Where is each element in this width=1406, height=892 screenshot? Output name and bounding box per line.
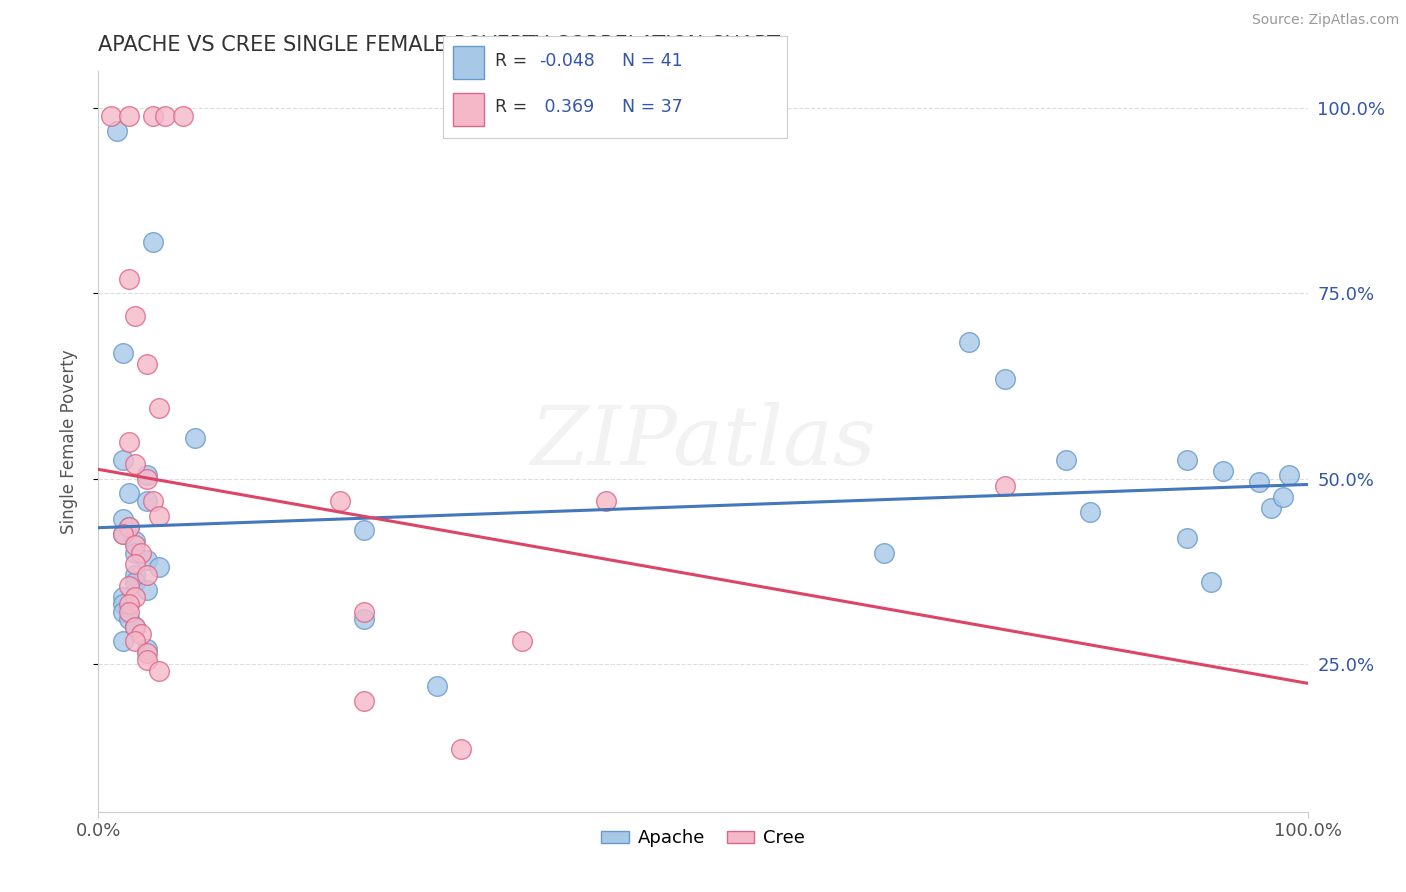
Point bbox=[142, 235, 165, 249]
Legend: Apache, Cree: Apache, Cree bbox=[595, 822, 811, 855]
Point bbox=[1212, 464, 1234, 478]
Text: N = 41: N = 41 bbox=[621, 53, 683, 70]
Point bbox=[994, 371, 1017, 385]
Point bbox=[1078, 505, 1101, 519]
Point bbox=[426, 679, 449, 693]
Point bbox=[873, 546, 896, 560]
Point bbox=[957, 334, 980, 349]
Text: Source: ZipAtlas.com: Source: ZipAtlas.com bbox=[1251, 13, 1399, 28]
Point bbox=[184, 431, 207, 445]
Point bbox=[124, 590, 146, 604]
Point bbox=[1278, 467, 1301, 482]
Point bbox=[148, 401, 170, 416]
Point bbox=[450, 741, 472, 756]
Text: -0.048: -0.048 bbox=[540, 53, 595, 70]
Text: ZIPatlas: ZIPatlas bbox=[530, 401, 876, 482]
Text: R =: R = bbox=[495, 53, 533, 70]
Point bbox=[135, 357, 157, 371]
Point bbox=[111, 527, 134, 541]
Point bbox=[124, 457, 146, 471]
Point bbox=[118, 271, 141, 285]
Point bbox=[1175, 531, 1198, 545]
Point bbox=[135, 467, 157, 482]
Text: R =: R = bbox=[495, 98, 533, 117]
Point bbox=[1199, 575, 1222, 590]
Point bbox=[994, 479, 1017, 493]
Point bbox=[111, 590, 134, 604]
Point bbox=[510, 634, 533, 648]
Point bbox=[118, 605, 141, 619]
Point bbox=[1175, 453, 1198, 467]
Point bbox=[124, 534, 146, 549]
Y-axis label: Single Female Poverty: Single Female Poverty bbox=[59, 350, 77, 533]
Point bbox=[124, 567, 146, 582]
Point bbox=[118, 598, 141, 612]
Point bbox=[124, 557, 146, 571]
Point bbox=[118, 579, 141, 593]
Point bbox=[148, 664, 170, 678]
Point bbox=[111, 527, 134, 541]
Point bbox=[148, 508, 170, 523]
Point bbox=[353, 605, 375, 619]
Point bbox=[124, 634, 146, 648]
Point bbox=[135, 653, 157, 667]
Point bbox=[118, 612, 141, 626]
Point bbox=[353, 612, 375, 626]
Point bbox=[124, 575, 146, 590]
Point bbox=[118, 434, 141, 449]
Point bbox=[118, 519, 141, 533]
Point bbox=[1249, 475, 1271, 490]
Text: APACHE VS CREE SINGLE FEMALE POVERTY CORRELATION CHART: APACHE VS CREE SINGLE FEMALE POVERTY COR… bbox=[98, 35, 780, 54]
Point bbox=[111, 598, 134, 612]
Bar bbox=[453, 93, 484, 126]
Point bbox=[129, 627, 152, 641]
Point bbox=[595, 493, 617, 508]
Point bbox=[111, 634, 134, 648]
Point bbox=[135, 646, 157, 660]
Point bbox=[135, 641, 157, 656]
Point bbox=[353, 524, 375, 538]
Point bbox=[142, 493, 165, 508]
Point bbox=[1272, 490, 1295, 504]
Point bbox=[124, 309, 146, 323]
Point bbox=[111, 345, 134, 359]
Point bbox=[100, 109, 122, 123]
Point bbox=[105, 123, 128, 137]
Point bbox=[135, 567, 157, 582]
Point bbox=[118, 519, 141, 533]
Point bbox=[124, 619, 146, 633]
Point bbox=[111, 453, 134, 467]
Point bbox=[124, 546, 146, 560]
Point bbox=[124, 619, 146, 633]
Point bbox=[1054, 453, 1077, 467]
Point bbox=[111, 512, 134, 526]
Point bbox=[135, 582, 157, 597]
Point bbox=[124, 538, 146, 552]
Point bbox=[353, 694, 375, 708]
Point bbox=[135, 553, 157, 567]
Point bbox=[329, 493, 352, 508]
Point bbox=[111, 605, 134, 619]
Point bbox=[118, 486, 141, 500]
Point bbox=[142, 109, 165, 123]
Point bbox=[135, 493, 157, 508]
Point bbox=[129, 546, 152, 560]
Point bbox=[135, 471, 157, 485]
Text: 0.369: 0.369 bbox=[540, 98, 595, 117]
Point bbox=[153, 109, 176, 123]
Bar bbox=[453, 45, 484, 78]
Point bbox=[1260, 501, 1282, 516]
Point bbox=[148, 560, 170, 574]
Point bbox=[118, 109, 141, 123]
Text: N = 37: N = 37 bbox=[621, 98, 683, 117]
Point bbox=[172, 109, 194, 123]
